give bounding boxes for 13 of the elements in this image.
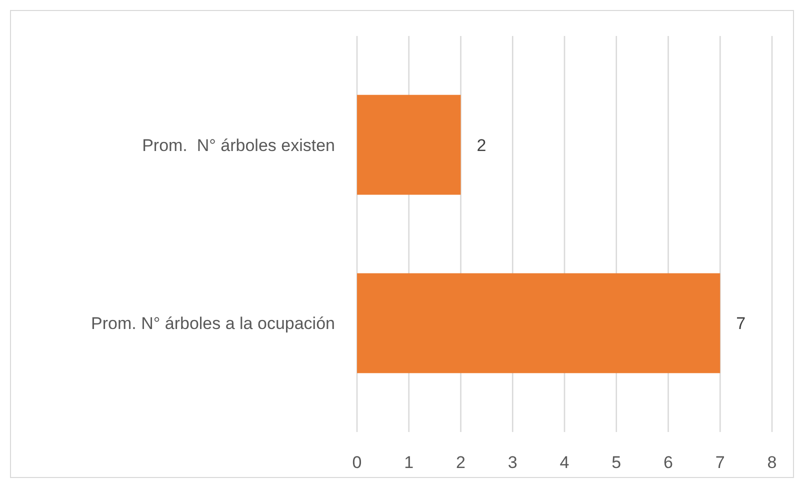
x-tick-label: 0 (352, 452, 362, 472)
x-tick-label: 5 (612, 452, 622, 472)
x-tick-label: 1 (404, 452, 414, 472)
data-label: 2 (476, 136, 486, 155)
x-tick-label: 4 (560, 452, 570, 472)
data-label: 7 (736, 314, 746, 334)
x-tick-label: 7 (715, 452, 725, 472)
y-tick-label: Prom. N° árboles a la ocupación (91, 314, 335, 334)
x-tick-label: 6 (664, 452, 673, 472)
y-tick-label: Prom. N° árboles existen (142, 136, 335, 155)
x-tick-label: 2 (456, 452, 466, 472)
x-tick-label: 3 (508, 452, 518, 472)
x-tick-label: 8 (767, 452, 777, 472)
